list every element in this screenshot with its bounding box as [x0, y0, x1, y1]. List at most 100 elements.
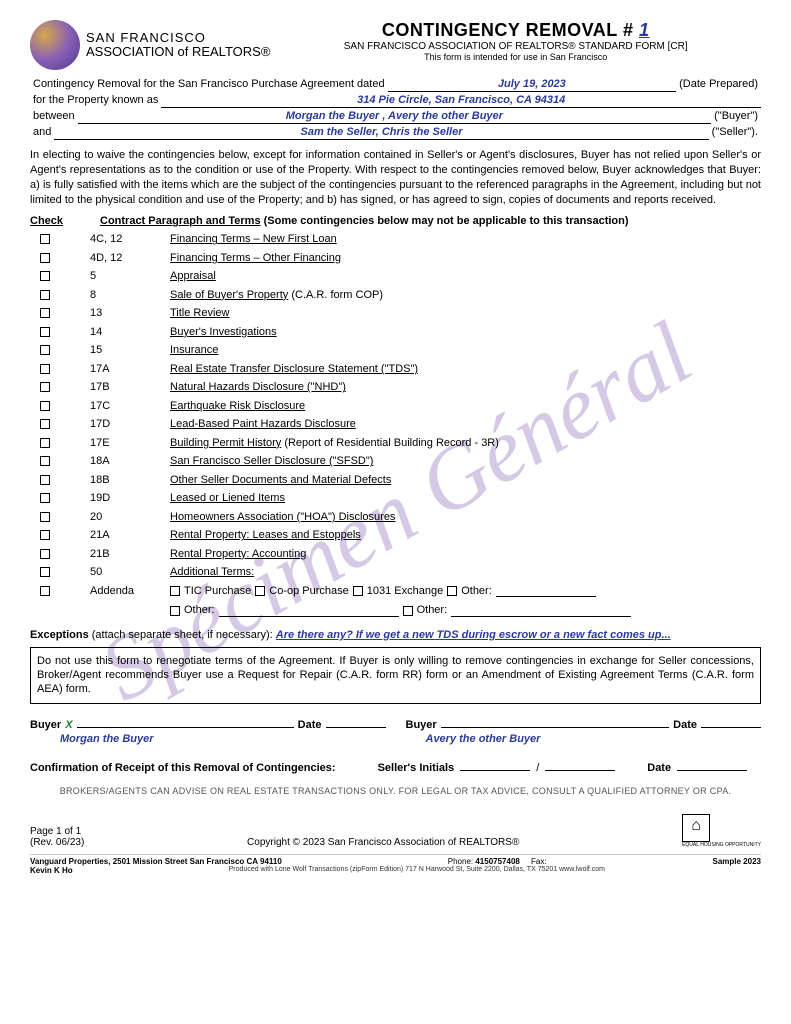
addenda-other-blank[interactable] — [219, 605, 399, 617]
para-header: Contract Paragraph and Terms — [100, 215, 261, 227]
phone-label: Phone: — [448, 857, 473, 866]
checkbox[interactable] — [40, 493, 50, 503]
addenda-checkbox[interactable] — [170, 586, 180, 596]
paragraph-ref: 8 — [90, 287, 170, 304]
date1-field[interactable] — [326, 714, 386, 728]
form-subtitle2: This form is intended for use in San Fra… — [270, 52, 761, 62]
contingency-table: 4C, 12Financing Terms – New First Loan4D… — [30, 231, 761, 581]
checkbox[interactable] — [40, 438, 50, 448]
term-text: Rental Property: Leases and Estoppels — [170, 527, 761, 544]
term-text: Title Review — [170, 305, 761, 322]
contingency-row: 13Title Review — [30, 305, 761, 322]
seller-initials-2[interactable] — [545, 757, 615, 771]
term-text: Additional Terms: — [170, 564, 761, 581]
buyer1-name: Morgan the Buyer — [30, 733, 396, 745]
buyer2-label: Buyer — [406, 719, 437, 731]
date2-field[interactable] — [701, 714, 761, 728]
addenda-other-blank[interactable] — [451, 605, 631, 617]
addenda-checkbox[interactable] — [170, 606, 180, 616]
exceptions-note: (attach separate sheet, if necessary): — [92, 629, 273, 641]
intro-line2-pre: for the Property known as — [30, 94, 161, 106]
addenda-option-label: Other: — [461, 583, 492, 600]
date2-label: Date — [673, 719, 697, 731]
date-prepared-field[interactable]: July 19, 2023 — [388, 78, 677, 92]
property-field[interactable]: 314 Pie Circle, San Francisco, CA 94314 — [161, 94, 761, 108]
logo-line2: ASSOCIATION of REALTORS® — [86, 45, 270, 59]
checkbox[interactable] — [40, 308, 50, 318]
confirm-date-field[interactable] — [677, 757, 747, 771]
addenda-options-row2: Other: Other: — [170, 602, 761, 619]
contingency-row: 5Appraisal — [30, 268, 761, 285]
seller-field[interactable]: Sam the Seller, Chris the Seller — [54, 126, 708, 140]
addenda-option-label: Co-op Purchase — [269, 583, 349, 600]
contingency-row: 15Insurance — [30, 342, 761, 359]
seller-initials-1[interactable] — [460, 757, 530, 771]
contingency-row: 17CEarthquake Risk Disclosure — [30, 398, 761, 415]
paragraph-ref: 15 — [90, 342, 170, 359]
contingency-row: 18BOther Seller Documents and Material D… — [30, 472, 761, 489]
checkbox[interactable] — [40, 382, 50, 392]
copyright: Copyright © 2023 San Francisco Associati… — [247, 837, 519, 848]
checkbox[interactable] — [40, 327, 50, 337]
addenda-checkbox[interactable] — [447, 586, 457, 596]
paragraph-ref: 21B — [90, 546, 170, 563]
para-header-note: (Some contingencies below may not be app… — [264, 215, 629, 227]
addenda-checkbox[interactable] — [353, 586, 363, 596]
checkbox[interactable] — [40, 567, 50, 577]
contingency-row: 19DLeased or Liened Items — [30, 490, 761, 507]
term-text: Financing Terms – Other Financing — [170, 250, 761, 267]
form-title: CONTINGENCY REMOVAL # 1 — [270, 20, 761, 41]
checkbox-addenda[interactable] — [40, 586, 50, 596]
check-header: Check — [30, 215, 100, 227]
sample-label: Sample 2023 — [713, 857, 761, 866]
equal-housing-icon: ⌂ — [682, 814, 710, 842]
checkbox[interactable] — [40, 549, 50, 559]
contingency-row: 17BNatural Hazards Disclosure ("NHD") — [30, 379, 761, 396]
checkbox[interactable] — [40, 475, 50, 485]
equal-housing-label: EQUAL HOUSING OPPORTUNITY — [682, 842, 761, 848]
paragraph-ref: 4C, 12 — [90, 231, 170, 248]
checkbox[interactable] — [40, 530, 50, 540]
exceptions-value[interactable]: Are there any? If we get a new TDS durin… — [276, 629, 671, 641]
paragraph-ref: 17C — [90, 398, 170, 415]
paragraph-ref: 4D, 12 — [90, 250, 170, 267]
checkbox[interactable] — [40, 512, 50, 522]
term-text: Building Permit History (Report of Resid… — [170, 435, 761, 452]
paragraph-ref: 5 — [90, 268, 170, 285]
paragraph-ref: 17E — [90, 435, 170, 452]
addenda-options-row1: TIC Purchase Co-op Purchase 1031 Exchang… — [170, 583, 761, 600]
checkbox[interactable] — [40, 253, 50, 263]
intro-line4-post: ("Seller"). — [709, 126, 761, 138]
term-text: Earthquake Risk Disclosure — [170, 398, 761, 415]
checkbox[interactable] — [40, 271, 50, 281]
initials-label: Seller's Initials — [378, 762, 455, 774]
buyer1-signature[interactable] — [77, 714, 294, 728]
addenda-option-label: Other: — [184, 602, 215, 619]
checkbox[interactable] — [40, 345, 50, 355]
buyer2-signature[interactable] — [441, 714, 669, 728]
paragraph-ref: 17D — [90, 416, 170, 433]
intro-line3-pre: between — [30, 110, 78, 122]
term-text: Real Estate Transfer Disclosure Statemen… — [170, 361, 761, 378]
buyer-field[interactable]: Morgan the Buyer , Avery the other Buyer — [78, 110, 712, 124]
term-text: Financing Terms – New First Loan — [170, 231, 761, 248]
addenda-other-blank[interactable] — [496, 585, 596, 597]
addenda-option-label: Other: — [417, 602, 448, 619]
term-text: Insurance — [170, 342, 761, 359]
contingency-row: 17AReal Estate Transfer Disclosure State… — [30, 361, 761, 378]
checkbox[interactable] — [40, 290, 50, 300]
checkbox[interactable] — [40, 401, 50, 411]
intro-line4-pre: and — [30, 126, 54, 138]
checkbox[interactable] — [40, 364, 50, 374]
checkbox[interactable] — [40, 234, 50, 244]
addenda-checkbox[interactable] — [255, 586, 265, 596]
checkbox[interactable] — [40, 419, 50, 429]
paragraph-ref: 50 — [90, 564, 170, 581]
page-number: Page 1 of 1 — [30, 826, 84, 837]
checkbox[interactable] — [40, 456, 50, 466]
term-text: Leased or Liened Items — [170, 490, 761, 507]
term-text: Appraisal — [170, 268, 761, 285]
addenda-checkbox[interactable] — [403, 606, 413, 616]
intro-line3-post: ("Buyer") — [711, 110, 761, 122]
addenda-label: Addenda — [90, 583, 170, 600]
